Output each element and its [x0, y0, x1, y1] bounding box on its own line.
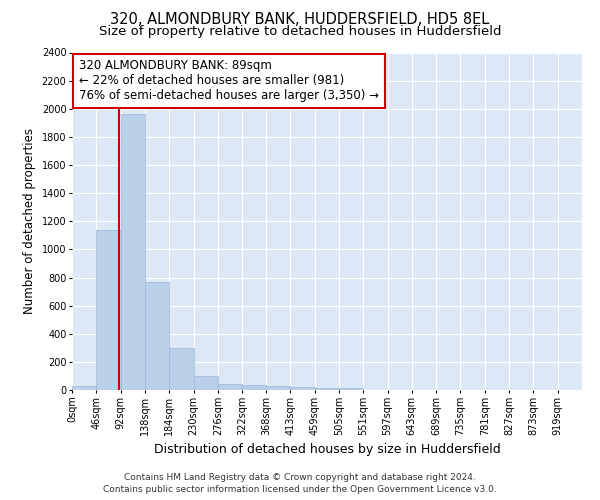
Text: 320 ALMONDBURY BANK: 89sqm
← 22% of detached houses are smaller (981)
76% of sem: 320 ALMONDBURY BANK: 89sqm ← 22% of deta… [79, 60, 379, 102]
Bar [121, 114, 145, 390]
Bar [290, 388, 314, 390]
X-axis label: Distribution of detached houses by size in Huddersfield: Distribution of detached houses by size … [154, 444, 500, 456]
Text: 320, ALMONDBURY BANK, HUDDERSFIELD, HD5 8EL: 320, ALMONDBURY BANK, HUDDERSFIELD, HD5 … [110, 12, 490, 28]
Bar [339, 388, 363, 390]
Text: Contains HM Land Registry data © Crown copyright and database right 2024.
Contai: Contains HM Land Registry data © Crown c… [103, 472, 497, 494]
Bar [72, 386, 97, 390]
Bar [145, 282, 169, 390]
Bar [169, 348, 194, 390]
Bar [194, 376, 218, 390]
Bar [242, 385, 266, 390]
Bar [218, 384, 242, 390]
Bar [266, 386, 290, 390]
Bar [97, 230, 121, 390]
Bar [314, 388, 339, 390]
Y-axis label: Number of detached properties: Number of detached properties [23, 128, 36, 314]
Text: Size of property relative to detached houses in Huddersfield: Size of property relative to detached ho… [99, 25, 501, 38]
